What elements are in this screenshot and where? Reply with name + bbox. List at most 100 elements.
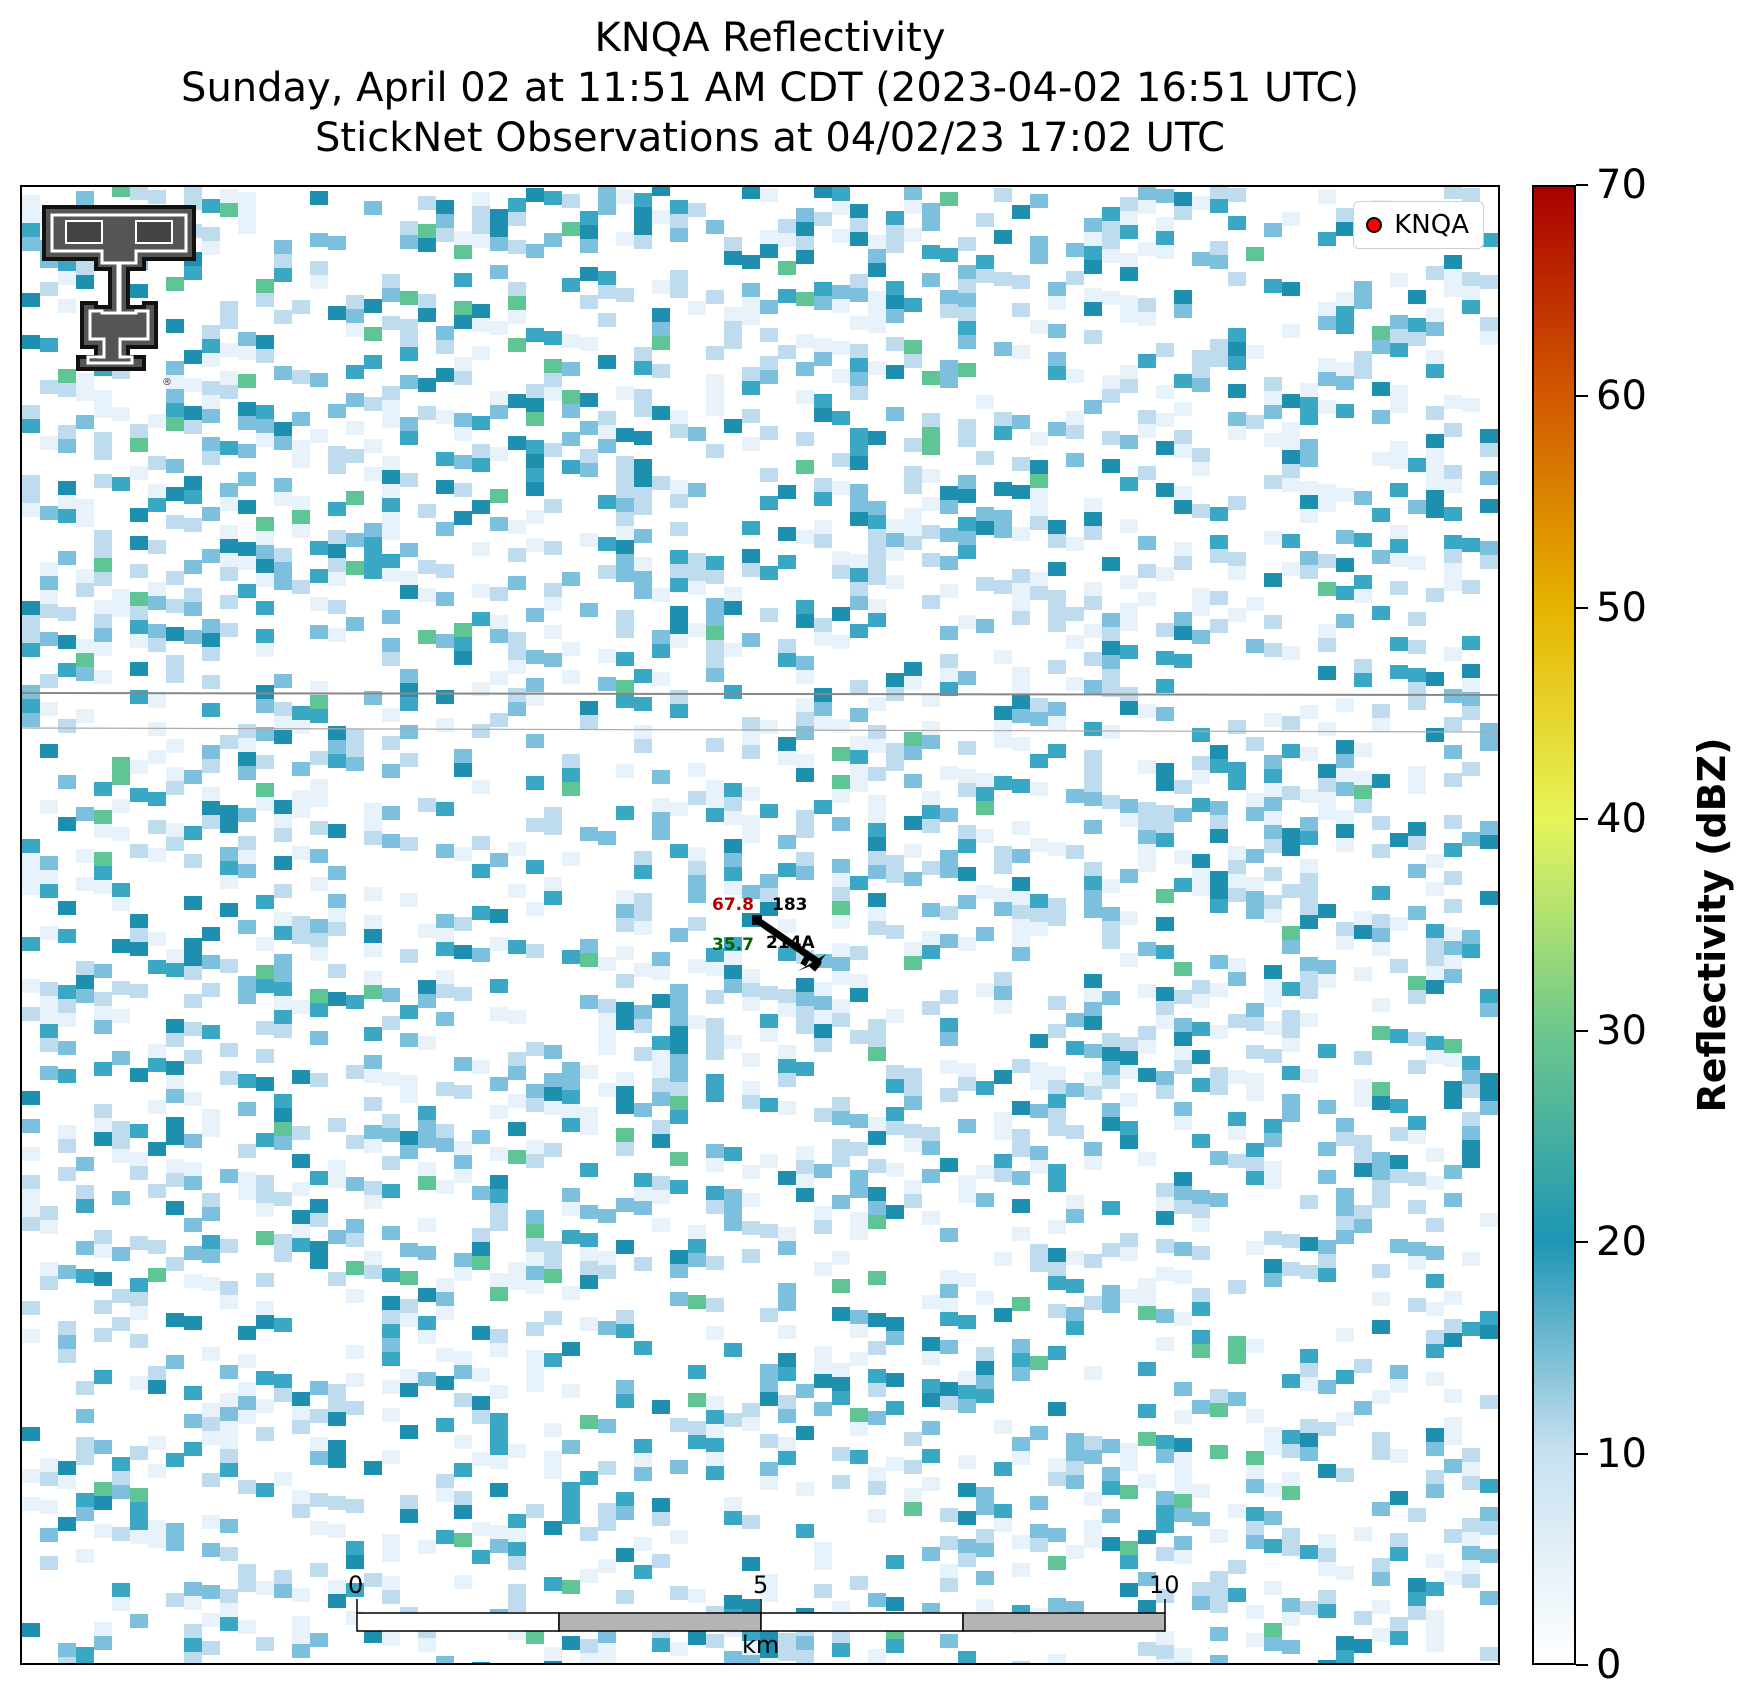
- reflectivity-cell: [1228, 566, 1246, 580]
- reflectivity-cell: [1264, 475, 1282, 489]
- reflectivity-cell: [868, 319, 886, 333]
- reflectivity-cell: [1192, 798, 1210, 812]
- reflectivity-cell: [1408, 766, 1426, 780]
- reflectivity-cell: [1426, 322, 1444, 336]
- reflectivity-cell: [1336, 754, 1354, 768]
- reflectivity-cell: [220, 539, 238, 553]
- reflectivity-cell: [472, 458, 490, 472]
- reflectivity-cell: [508, 198, 526, 212]
- reflectivity-cell: [472, 220, 490, 234]
- reflectivity-cell: [832, 607, 850, 621]
- reflectivity-cell: [1390, 273, 1408, 287]
- reflectivity-cell: [202, 549, 220, 563]
- reflectivity-cell: [202, 787, 220, 801]
- reflectivity-cell: [1156, 763, 1174, 777]
- title-line-3: StickNet Observations at 04/02/23 17:02 …: [315, 115, 1225, 161]
- reflectivity-cell: [868, 249, 886, 263]
- reflectivity-cell: [1444, 815, 1462, 829]
- reflectivity-cell: [922, 819, 940, 833]
- reflectivity-cell: [958, 265, 976, 279]
- reflectivity-cell: [616, 624, 634, 638]
- reflectivity-cell: [562, 390, 580, 404]
- reflectivity-cell: [796, 292, 814, 306]
- reflectivity-cell: [526, 440, 544, 454]
- reflectivity-cell: [1264, 573, 1282, 587]
- reflectivity-cell: [1066, 453, 1084, 467]
- reflectivity-cell: [256, 545, 274, 559]
- reflectivity-cell: [94, 628, 112, 642]
- reflectivity-cell: [814, 212, 832, 226]
- reflectivity-cell: [490, 209, 508, 223]
- reflectivity-cell: [1174, 290, 1192, 304]
- reflectivity-cell: [472, 864, 490, 878]
- reflectivity-cell: [1120, 799, 1138, 813]
- reflectivity-cell: [1480, 541, 1498, 555]
- reflectivity-cell: [868, 515, 886, 529]
- reflectivity-cell: [1462, 188, 1480, 202]
- reflectivity-cell: [328, 572, 346, 586]
- radar-map[interactable]: ® 67.8 183 35.7 214A 0 5 10 km KNQA: [20, 185, 1500, 1665]
- reflectivity-cell: [634, 585, 652, 599]
- reflectivity-cell: [238, 724, 256, 738]
- reflectivity-cell: [562, 404, 580, 418]
- reflectivity-cell: [1156, 385, 1174, 399]
- reflectivity-cell: [1102, 459, 1120, 473]
- reflectivity-cell: [166, 417, 184, 431]
- reflectivity-cell: [544, 191, 562, 205]
- reflectivity-cell: [1120, 309, 1138, 323]
- reflectivity-cell: [994, 860, 1012, 874]
- reflectivity-cell: [1318, 372, 1336, 386]
- reflectivity-cell: [850, 344, 868, 358]
- reflectivity-cell: [904, 746, 922, 760]
- reflectivity-cell: [1048, 604, 1066, 618]
- reflectivity-cell: [508, 660, 526, 674]
- reflectivity-cell: [1102, 655, 1120, 669]
- reflectivity-cell: [1030, 432, 1048, 446]
- reflectivity-cell: [508, 310, 526, 324]
- reflectivity-cell: [436, 480, 454, 494]
- reflectivity-cell: [868, 501, 886, 515]
- reflectivity-cell: [850, 498, 868, 512]
- reflectivity-cell: [166, 781, 184, 795]
- reflectivity-cell: [184, 588, 202, 602]
- reflectivity-cell: [76, 415, 94, 429]
- reflectivity-cell: [1138, 564, 1156, 578]
- reflectivity-cell: [202, 451, 220, 465]
- reflectivity-cell: [922, 525, 940, 539]
- reflectivity-cell: [472, 444, 490, 458]
- reflectivity-cell: [796, 852, 814, 866]
- reflectivity-cell: [1336, 362, 1354, 376]
- reflectivity-cell: [562, 362, 580, 376]
- reflectivity-cell: [364, 803, 382, 817]
- reflectivity-cell: [238, 850, 256, 864]
- reflectivity-cell: [274, 730, 292, 744]
- reflectivity-cell: [832, 481, 850, 495]
- reflectivity-cell: [454, 763, 472, 777]
- reflectivity-cell: [418, 308, 436, 322]
- reflectivity-cell: [310, 849, 328, 863]
- reflectivity-cell: [724, 307, 742, 321]
- reflectivity-cell: [40, 338, 58, 352]
- reflectivity-cell: [184, 854, 202, 868]
- reflectivity-cell: [1192, 462, 1210, 476]
- reflectivity-cell: [1192, 504, 1210, 518]
- reflectivity-cell: [490, 587, 508, 601]
- reflectivity-cell: [886, 533, 904, 547]
- reflectivity-cell: [148, 624, 166, 638]
- reflectivity-cell: [634, 725, 652, 739]
- reflectivity-cell: [634, 207, 652, 221]
- reflectivity-cell: [184, 406, 202, 420]
- reflectivity-cell: [292, 706, 310, 720]
- reflectivity-cell: [778, 233, 796, 247]
- reflectivity-cell: [1444, 465, 1462, 479]
- reflectivity-cell: [814, 632, 832, 646]
- reflectivity-cell: [1228, 496, 1246, 510]
- reflectivity-cell: [616, 652, 634, 666]
- reflectivity-cell: [1012, 345, 1030, 359]
- reflectivity-cell: [1156, 231, 1174, 245]
- reflectivity-cell: [256, 531, 274, 545]
- reflectivity-cell: [1174, 500, 1192, 514]
- reflectivity-cell: [472, 724, 490, 738]
- reflectivity-cell: [1354, 491, 1372, 505]
- reflectivity-cell: [1084, 596, 1102, 610]
